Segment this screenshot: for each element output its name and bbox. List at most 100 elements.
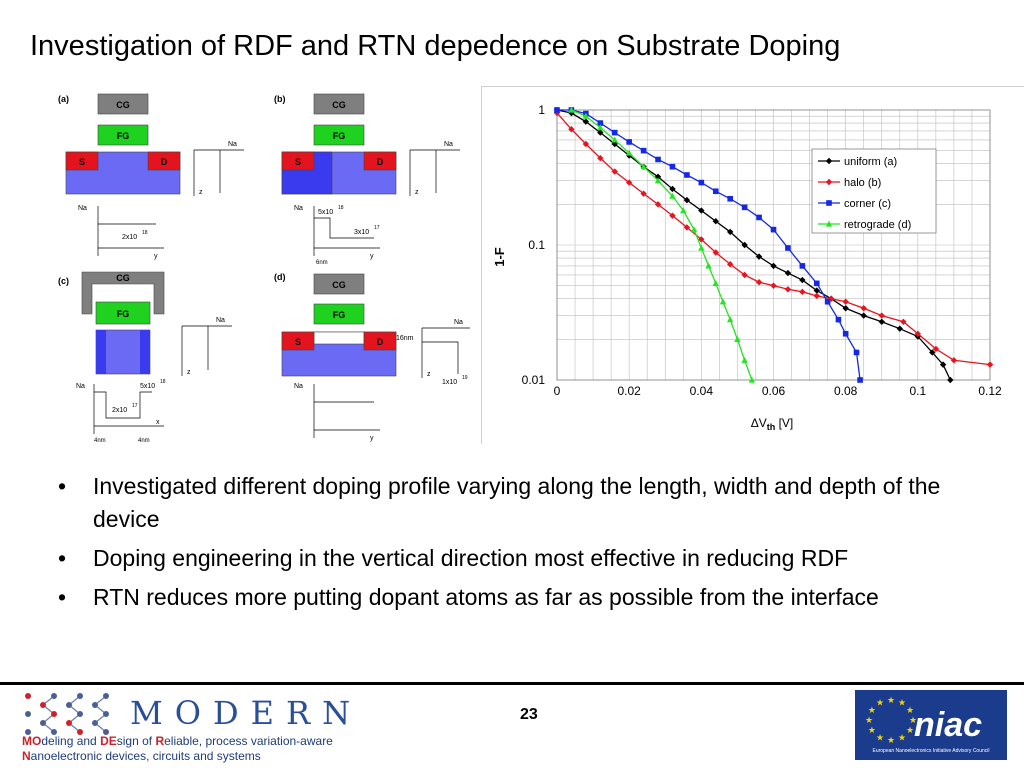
- x-tick-label: 0.06: [762, 384, 786, 398]
- panel-c-na-side: Na: [76, 383, 85, 390]
- legend-label-retrograde: retrograde (d): [844, 219, 911, 231]
- data-point-halo: [799, 288, 806, 296]
- panel-b-source: [281, 151, 315, 171]
- panel-b-dose-lo-exp: 17: [374, 225, 380, 231]
- data-point-retrograde: [705, 262, 712, 269]
- slide-title: Investigation of RDF and RTN depedence o…: [30, 30, 841, 62]
- lattice-atom: [103, 711, 109, 717]
- data-point-corner: [684, 172, 690, 178]
- lattice-atom: [25, 693, 31, 699]
- modern-tagline-line2: Nanoelectronic devices, circuits and sys…: [22, 749, 333, 764]
- lattice-atom: [66, 702, 72, 708]
- data-point-uniform: [611, 140, 618, 148]
- panel-c-w2: 4nm: [138, 438, 150, 444]
- panel-b-dose-hi-exp: 18: [338, 205, 344, 211]
- eu-star-icon: ★: [906, 705, 914, 715]
- panel-a-dose-exp: 18: [142, 230, 148, 236]
- data-point-retrograde: [669, 192, 676, 199]
- panel-b-drain-label: D: [377, 157, 384, 167]
- panel-c-dose-hi-exp: 18: [160, 379, 166, 385]
- panel-a-drain-label: D: [161, 157, 168, 167]
- cdf-chart: 0 0.02 0.04 0.06 0.08 0.1 0.12 0.01 0.1 1 1-F ΔVt…: [481, 86, 1024, 444]
- bullet-text: RTN reduces more putting dopant atoms as…: [93, 584, 879, 610]
- panel-a-fg-label: FG: [117, 131, 130, 141]
- panel-a-drain: [147, 151, 181, 171]
- panel-c-dose-lo-exp: 17: [132, 403, 138, 409]
- eu-star-icon: ★: [898, 698, 906, 708]
- tagline-fragment: MO: [22, 734, 42, 748]
- data-point-uniform: [784, 269, 792, 277]
- panel-d-source-label: S: [295, 337, 301, 347]
- panel-c-fg-label: FG: [117, 309, 130, 319]
- panel-a-y: y: [154, 253, 158, 260]
- data-point-uniform: [755, 253, 763, 260]
- niac-stars-icon: ★★★★★★★★★ ★ ★★: [865, 695, 917, 745]
- bullet-marker: •: [58, 584, 67, 610]
- eu-star-icon: ★: [887, 695, 895, 705]
- data-point-halo: [712, 249, 719, 256]
- panel-b-label: (b): [274, 94, 286, 104]
- data-point-uniform: [939, 361, 947, 368]
- panel-b-na-top: Na: [444, 141, 453, 148]
- page-number: 23: [520, 706, 538, 723]
- tagline-fragment: deling and: [41, 734, 101, 748]
- panel-a-source-label: S: [79, 157, 85, 167]
- lattice-atom: [51, 729, 57, 735]
- tagline-fragment: N: [22, 749, 31, 763]
- data-point-corner: [770, 226, 777, 233]
- eu-star-icon: ★: [906, 725, 914, 735]
- panel-a-source: [65, 151, 99, 171]
- panel-c: (c) CG FG Na z Na 5x10 18 2x10 17 x 4nm …: [58, 271, 232, 444]
- legend-label-halo: halo (b): [844, 177, 881, 189]
- panel-c-corner-left: [96, 330, 106, 374]
- data-point-retrograde: [625, 149, 633, 156]
- panel-d-z: z: [427, 371, 431, 378]
- data-point-corner: [799, 263, 806, 269]
- data-point-corner: [727, 195, 733, 202]
- panel-a-cg: [97, 93, 149, 115]
- eu-star-icon: ★: [868, 705, 876, 715]
- modern-logo-mark: [25, 693, 109, 735]
- bullet-text: Investigated different doping profile va…: [93, 473, 941, 532]
- data-point-corner: [756, 214, 762, 221]
- cdf-chart-svg: 0 0.02 0.04 0.06 0.08 0.1 0.12 0.01 0.1 1 1-F ΔVt…: [492, 103, 1002, 432]
- bullet-item: • Investigated different doping profile v…: [58, 470, 978, 536]
- data-point-uniform: [878, 318, 885, 325]
- eu-star-icon: ★: [887, 735, 895, 745]
- panel-d-undoped-layer: [313, 331, 365, 345]
- data-point-corner: [698, 179, 705, 186]
- lattice-atom: [25, 711, 31, 717]
- panel-c-x: x: [156, 419, 160, 426]
- niac-subtitle: European Nanoelectronics Initiative Advi…: [872, 748, 990, 754]
- data-point-halo: [654, 201, 662, 208]
- panel-b-cg-label: CG: [332, 100, 346, 110]
- panel-b-cg: [313, 93, 365, 115]
- panel-d-fg-label: FG: [333, 310, 346, 320]
- y-tick-label: 0.01: [522, 373, 546, 387]
- data-point-retrograde: [690, 226, 698, 233]
- lattice-atom: [77, 711, 83, 717]
- data-point-corner: [814, 280, 820, 287]
- lattice-atom: [25, 729, 31, 735]
- lattice-atom: [51, 693, 57, 699]
- panel-d-drain-label: D: [377, 337, 384, 347]
- data-point-halo: [553, 109, 561, 117]
- data-point-halo: [813, 292, 820, 300]
- panel-d-fg: [313, 303, 365, 325]
- data-point-halo: [900, 318, 907, 325]
- panel-c-dose-hi: 5x10: [140, 383, 155, 390]
- x-axis-label: ΔVth [V]: [751, 416, 794, 432]
- data-point-corner: [669, 163, 676, 170]
- panel-d-cg: [313, 273, 365, 295]
- legend-marker-halo: [825, 178, 833, 186]
- data-point-uniform: [947, 376, 954, 384]
- x-tick-label: 0.02: [617, 384, 641, 398]
- panel-b-fg: [313, 124, 365, 146]
- data-point-uniform: [896, 325, 903, 332]
- panel-d-cg-label: CG: [332, 280, 346, 290]
- data-point-corner: [785, 245, 791, 251]
- data-point-corner: [853, 349, 860, 356]
- panel-d-dose: 1x10: [442, 379, 457, 386]
- footer-divider: [0, 682, 1024, 685]
- panel-c-dose-lo: 2x10: [112, 407, 127, 414]
